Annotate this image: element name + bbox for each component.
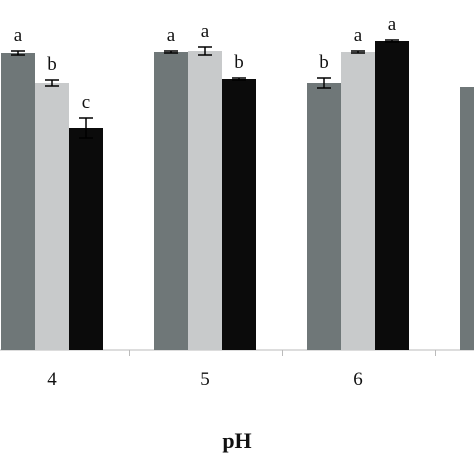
significance-letter: b bbox=[319, 52, 329, 73]
bar bbox=[188, 51, 222, 350]
bar bbox=[35, 83, 69, 350]
significance-letter: a bbox=[388, 14, 397, 35]
x-axis-title: pH bbox=[222, 428, 251, 453]
x-tick-label: 6 bbox=[353, 369, 363, 390]
bar bbox=[341, 52, 375, 350]
significance-letter: a bbox=[14, 25, 23, 46]
error-bar bbox=[198, 46, 212, 56]
bar bbox=[154, 52, 188, 350]
x-tick-label: 4 bbox=[47, 369, 57, 390]
error-bar bbox=[232, 77, 246, 81]
significance-letter: a bbox=[167, 25, 176, 46]
bar bbox=[1, 53, 35, 350]
bar bbox=[460, 87, 474, 350]
significance-letter: a bbox=[201, 21, 210, 42]
error-bar bbox=[45, 79, 59, 87]
error-bar bbox=[79, 117, 93, 139]
significance-letter: b bbox=[234, 52, 244, 73]
bar bbox=[69, 128, 103, 350]
significance-letter: c bbox=[82, 92, 90, 113]
bar bbox=[222, 79, 256, 350]
error-bar bbox=[351, 50, 365, 54]
error-bar bbox=[164, 50, 178, 54]
error-bar bbox=[385, 39, 399, 43]
error-bar bbox=[11, 50, 25, 56]
significance-letter: b bbox=[47, 54, 57, 75]
bar bbox=[375, 41, 409, 350]
significance-letter: a bbox=[354, 25, 363, 46]
bar bbox=[307, 83, 341, 350]
error-bar bbox=[317, 77, 331, 89]
x-tick-label: 5 bbox=[200, 369, 210, 390]
